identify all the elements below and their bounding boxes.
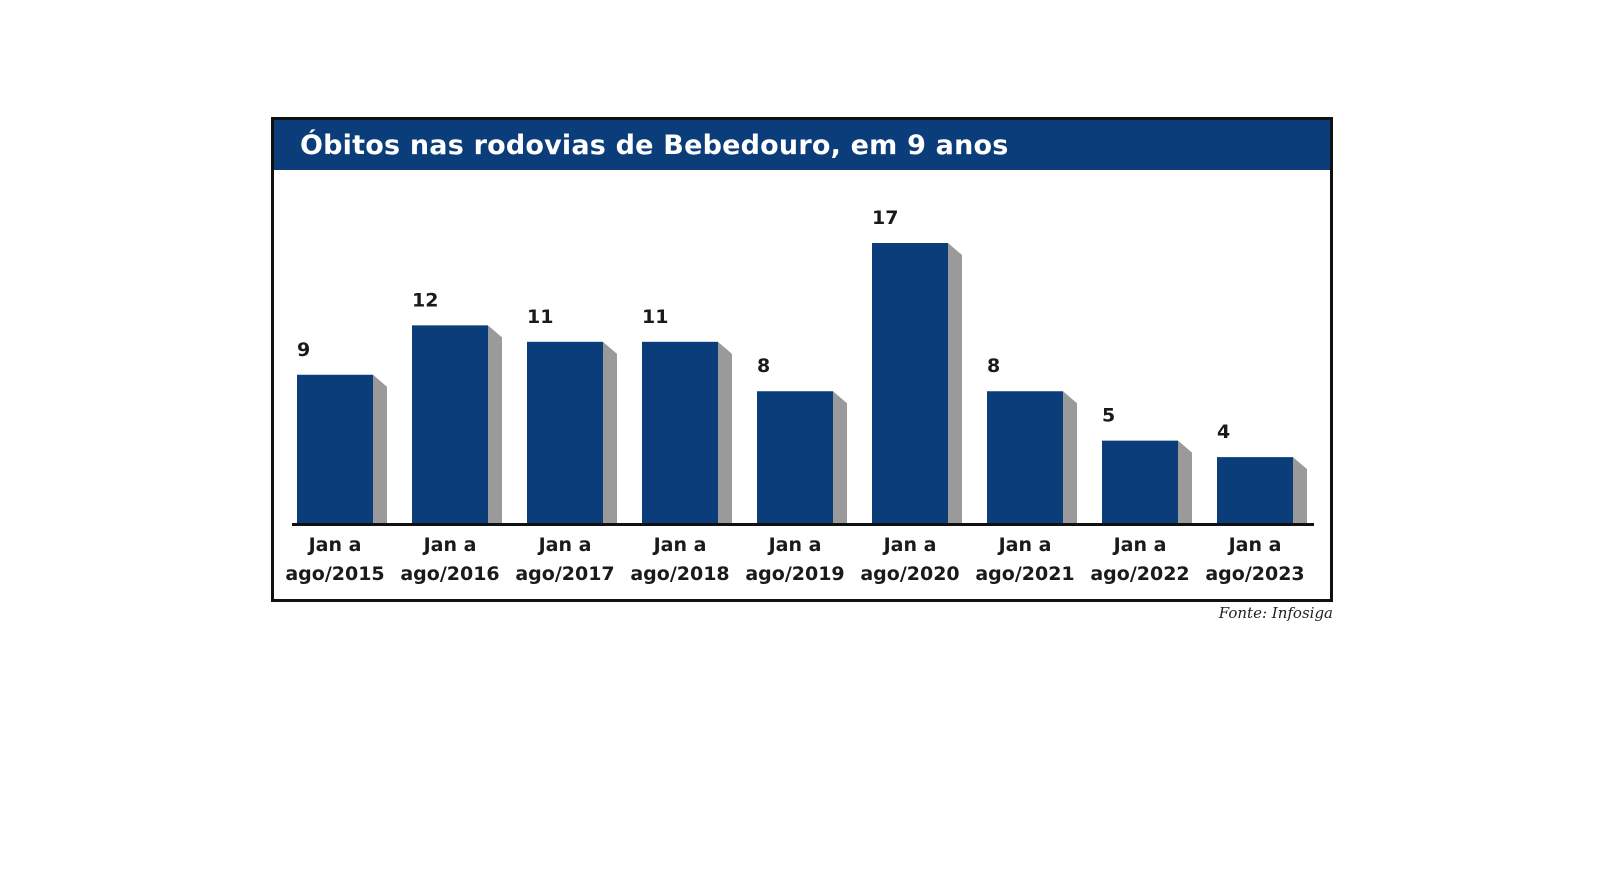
bar-side-shadow <box>373 374 387 523</box>
bar <box>297 374 373 523</box>
bar <box>642 341 718 523</box>
source-note: Fonte: Infosiga <box>1218 604 1333 622</box>
bar-side-shadow <box>948 243 962 523</box>
chart-frame: Óbitos nas rodovias de Bebedouro, em 9 a… <box>271 117 1333 602</box>
bar-side-shadow <box>488 325 502 523</box>
bar <box>1102 440 1178 523</box>
bar-value-label: 9 <box>297 339 310 361</box>
bar <box>987 391 1063 523</box>
bar-side-shadow <box>1293 457 1307 523</box>
bar <box>412 325 488 523</box>
x-tick-label: Jan a ago/2023 <box>1205 534 1304 585</box>
x-tick-label: Jan a ago/2015 <box>285 534 384 585</box>
bar-chart: 9 12 11 11 8 17 8 5 4 Jan a ago/2015 Jan a ago/2016… <box>285 207 1314 585</box>
x-tick-label: Jan a ago/2022 <box>1090 534 1189 585</box>
bar-side-shadow <box>1063 391 1077 523</box>
x-tick-label: Jan a ago/2017 <box>515 534 614 585</box>
bar-value-label: 11 <box>527 306 553 328</box>
bar <box>872 243 948 523</box>
title-bar: Óbitos nas rodovias de Bebedouro, em 9 a… <box>274 120 1330 170</box>
bar-value-label: 8 <box>757 355 770 377</box>
bar-side-shadow <box>833 391 847 523</box>
bar <box>527 341 603 523</box>
bar-side-shadow <box>603 341 617 523</box>
chart-title: Óbitos nas rodovias de Bebedouro, em 9 a… <box>300 130 1009 161</box>
bar-value-label: 11 <box>642 306 668 328</box>
bar-value-label: 8 <box>987 355 1000 377</box>
bar-value-label: 17 <box>872 207 898 229</box>
bar-value-label: 4 <box>1217 421 1230 443</box>
bar <box>1217 457 1293 523</box>
bar-side-shadow <box>1178 440 1192 523</box>
bar-value-label: 5 <box>1102 405 1115 427</box>
x-tick-label: Jan a ago/2020 <box>860 534 959 585</box>
value-labels-layer: 9 12 11 11 8 17 8 5 4 <box>297 207 1230 443</box>
x-tick-label: Jan a ago/2019 <box>745 534 844 585</box>
bar <box>757 391 833 523</box>
x-tick-label: Jan a ago/2018 <box>630 534 729 585</box>
bar-side-shadow <box>718 341 732 523</box>
x-tick-label: Jan a ago/2021 <box>975 534 1074 585</box>
x-tick-label: Jan a ago/2016 <box>400 534 499 585</box>
bar-value-label: 12 <box>412 289 438 311</box>
bars-layer <box>297 243 1307 523</box>
tick-labels-layer: Jan a ago/2015 Jan a ago/2016 Jan a ago/2017 J… <box>285 534 1304 585</box>
